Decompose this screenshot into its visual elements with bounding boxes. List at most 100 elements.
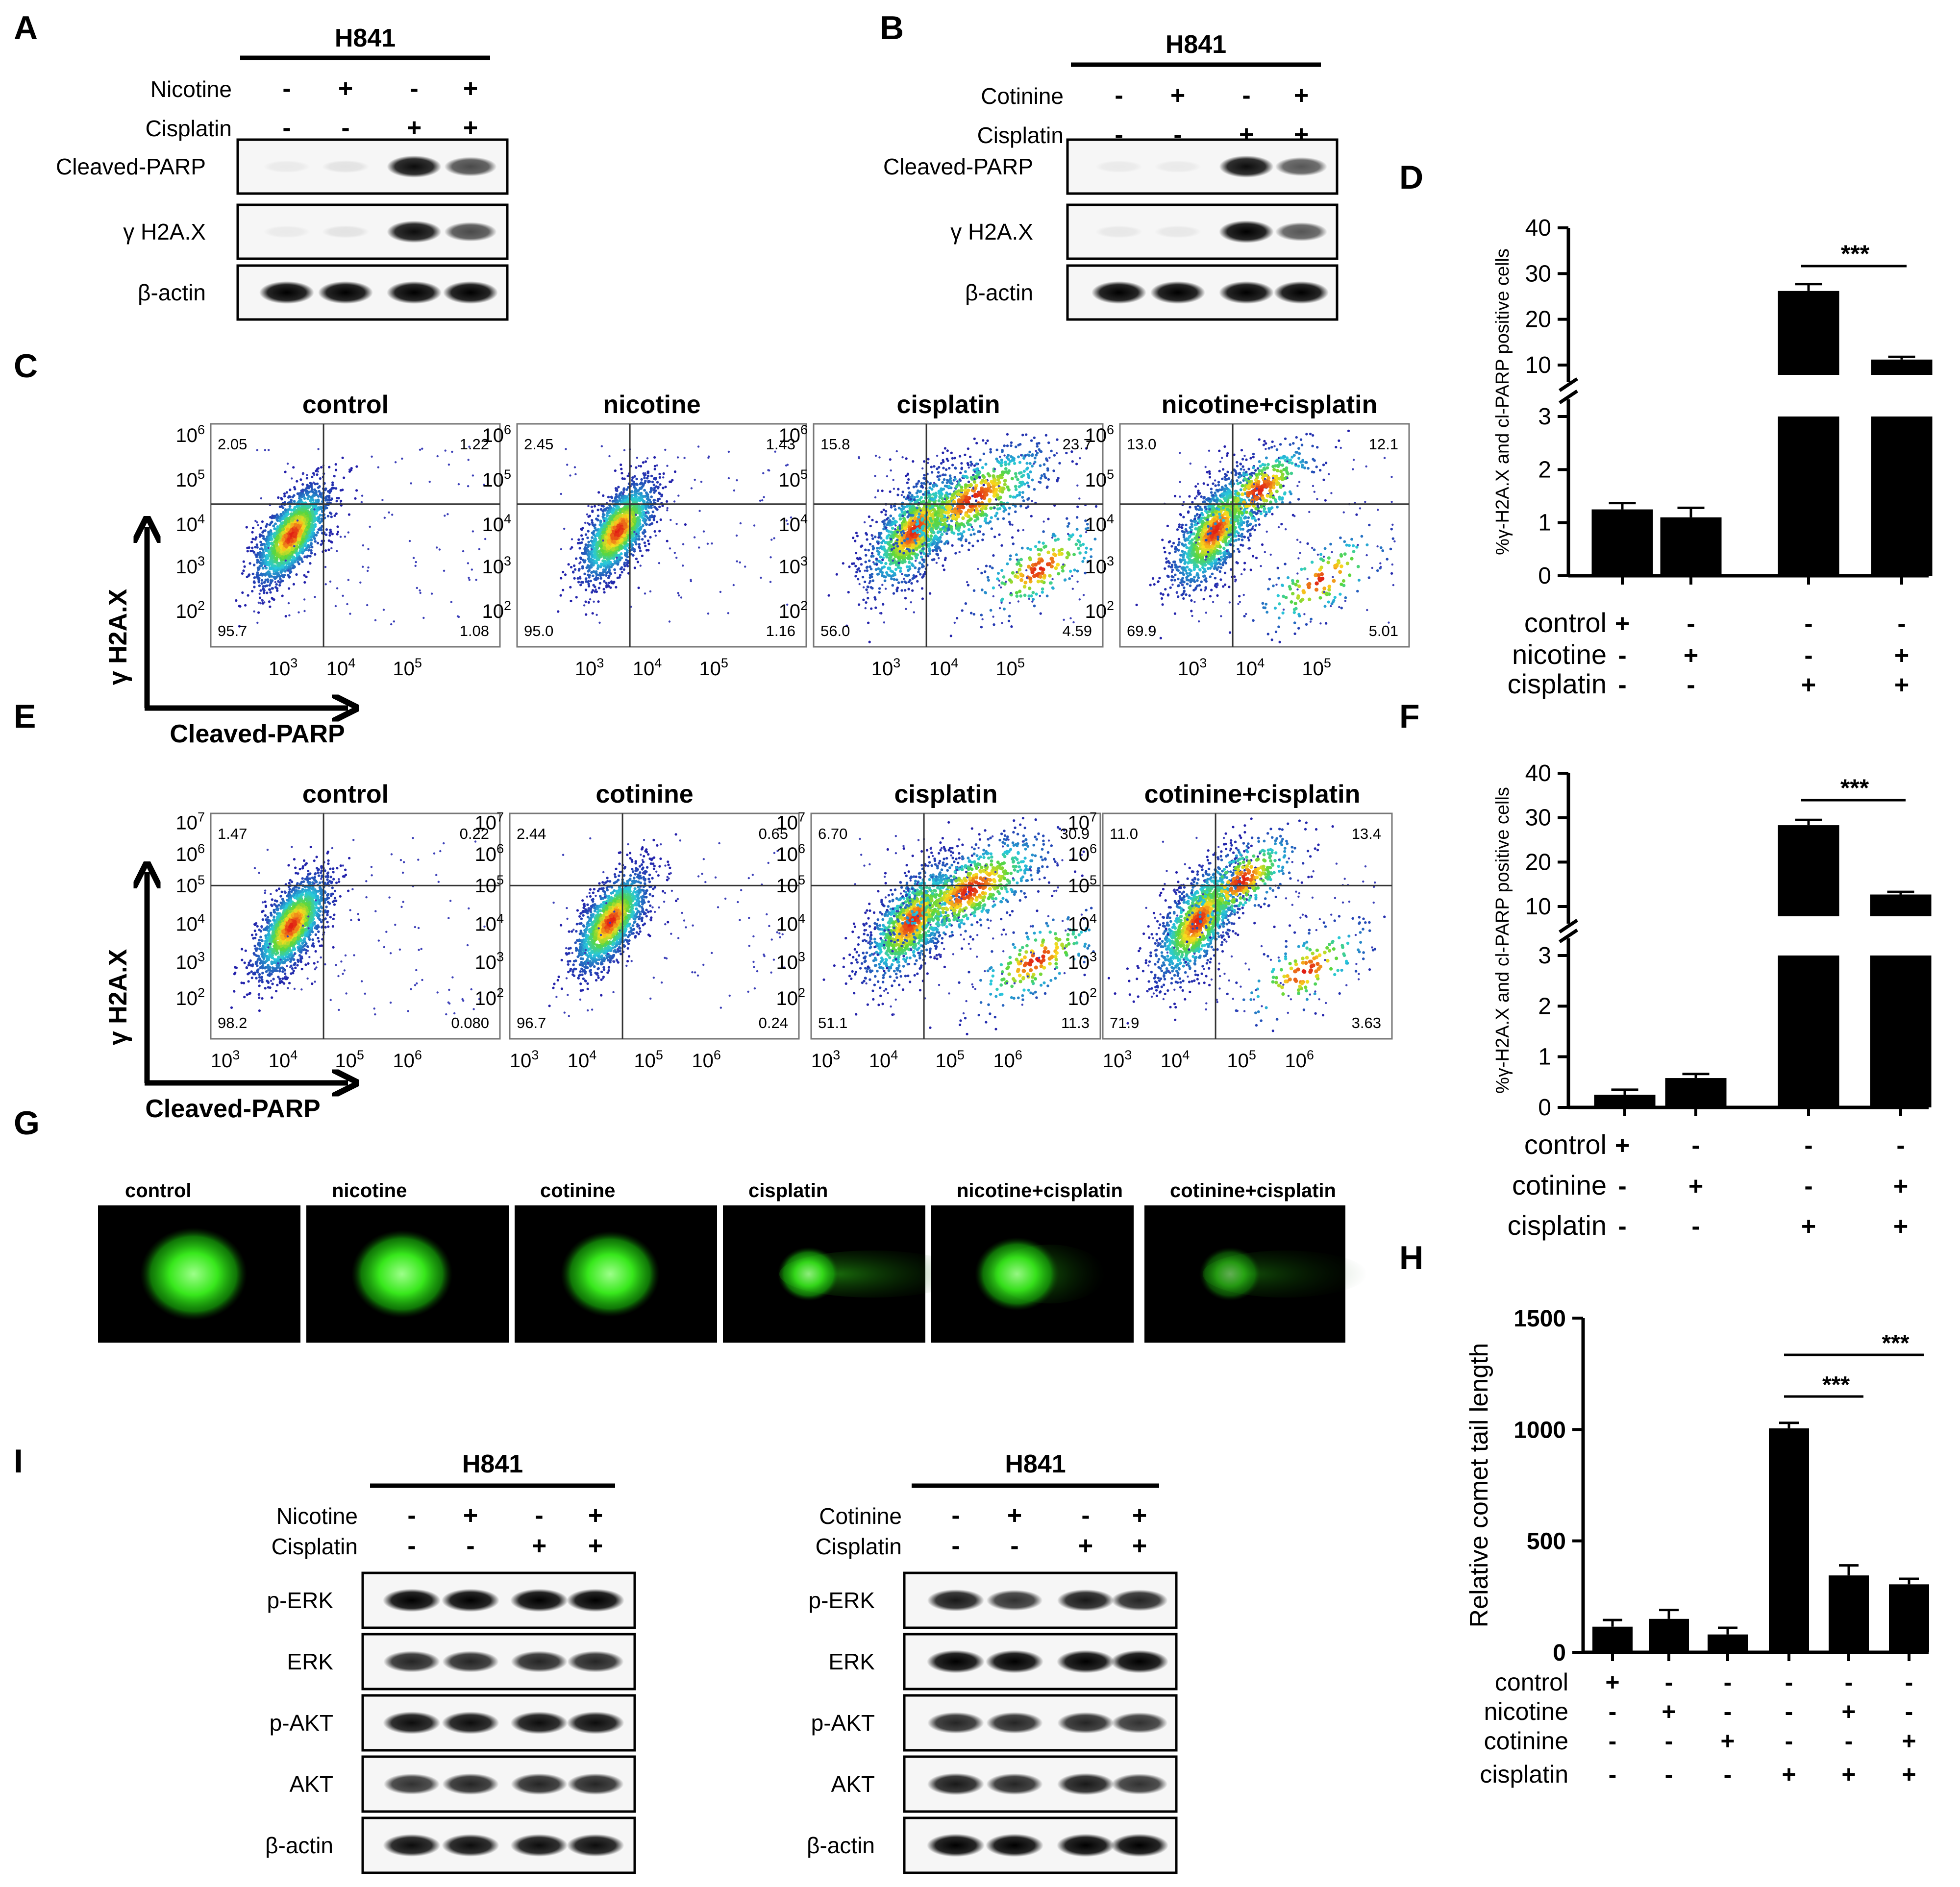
event-dot [881,490,884,492]
event-dot [590,564,593,567]
event-dot [854,575,857,578]
tick-base: 10 [699,658,721,680]
event-dot [603,524,607,528]
event-dot [951,544,954,547]
event-dot [896,534,900,539]
event-dot [1007,462,1011,466]
event-dot [854,564,857,567]
event-dot [905,457,908,460]
event-dot [261,561,264,564]
event-dot [328,534,331,537]
event-dot [644,592,646,595]
event-dot [266,523,269,526]
event-dot [444,449,447,452]
event-dot [259,589,262,592]
quadrant-upper-left: 2.45 [524,436,553,453]
event-dot [762,472,765,474]
tick-base: 10 [175,469,198,491]
event-dot [310,495,313,499]
event-dot [759,499,762,502]
event-dot [584,550,587,553]
event-dot [953,457,956,460]
minus-sign: - [282,114,291,142]
event-dot [644,460,647,463]
event-dot [641,538,644,541]
event-dot [899,556,903,560]
event-dot [316,468,319,471]
event-dot [593,539,596,542]
event-dot [918,498,921,502]
event-dot [960,462,963,465]
event-dot [328,531,331,534]
event-dot [306,539,310,542]
tick-exponent: 3 [198,554,205,568]
event-dot [727,612,730,614]
event-dot [892,543,895,546]
event-dot [990,527,993,530]
event-dot [877,536,880,539]
event-dot [1021,490,1025,494]
event-dot [882,575,886,578]
event-dot [271,587,273,590]
event-dot [316,507,320,510]
event-dot [298,515,301,519]
event-dot [890,534,893,538]
event-dot [256,571,259,574]
event-dot [974,507,979,511]
event-dot [587,530,590,533]
event-dot [309,555,312,558]
event-dot [917,480,920,483]
event-dot [350,466,353,470]
event-dot [264,529,267,532]
event-dot [310,539,313,542]
event-dot [313,508,316,511]
quadrant-lower-left: 95.7 [218,622,247,639]
event-dot [317,448,320,450]
event-dot [1014,472,1017,475]
event-dot [911,564,914,567]
event-dot [591,509,594,513]
event-dot [597,600,600,603]
event-dot [258,596,262,599]
event-dot [682,543,685,545]
event-dot [586,513,589,516]
event-dot [276,515,280,518]
event-dot [248,573,251,576]
protein-label: Cleaved-PARP [883,154,1033,179]
event-dot [866,585,869,588]
event-dot [1014,475,1018,479]
event-dot [907,554,911,558]
event-dot [287,569,289,572]
event-dot [660,493,664,496]
event-dot [1028,462,1032,465]
event-dot [636,521,640,525]
event-dot [650,474,653,478]
event-dot [304,490,308,493]
event-dot [260,582,263,585]
event-dot [276,536,280,540]
event-dot [1058,462,1061,465]
event-dot [662,476,665,479]
event-dot [326,515,330,518]
event-dot [596,564,600,567]
event-dot [562,588,565,591]
event-dot [251,538,254,540]
event-dot [662,472,665,475]
event-dot [620,467,623,470]
event-dot [939,527,943,531]
panel-label-i: I [14,1443,23,1480]
event-dot [331,533,334,536]
event-dot [565,448,567,450]
event-dot [877,551,881,554]
event-dot [652,483,656,487]
event-dot [314,523,317,526]
event-dot [574,557,578,560]
band [263,225,311,238]
event-dot [918,512,921,515]
event-dot [573,577,576,580]
event-dot [673,552,676,554]
event-dot [892,522,895,525]
event-dot [1003,483,1007,487]
event-dot [253,586,256,588]
plus-sign: + [1170,81,1185,110]
